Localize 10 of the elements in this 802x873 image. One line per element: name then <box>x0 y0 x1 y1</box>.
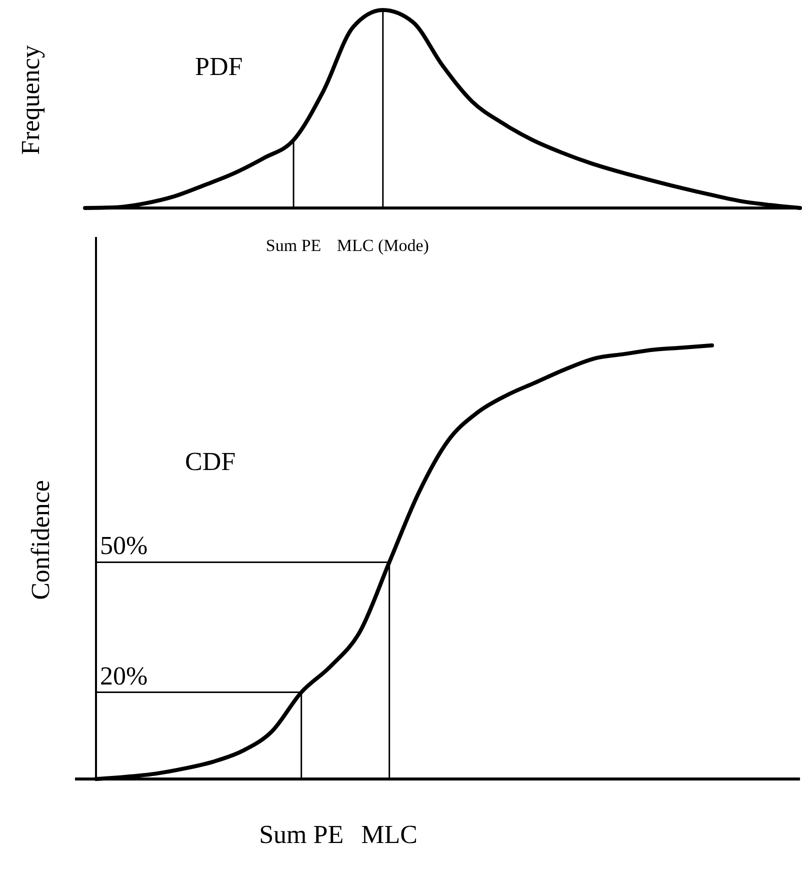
ref-line-label: 50% <box>100 531 148 560</box>
y-axis-title: Frequency <box>16 45 46 155</box>
y-axis-title: Confidence <box>26 480 56 600</box>
x-tick-label: MLC (Mode) <box>336 236 429 255</box>
x-tick-label: Sum PE <box>266 236 322 255</box>
ref-line-label: 20% <box>100 661 148 690</box>
text: PDF <box>195 52 243 81</box>
text: CDF <box>185 447 236 476</box>
x-tick-label: MLC <box>361 820 418 849</box>
x-tick-label: Sum PE <box>259 820 344 849</box>
